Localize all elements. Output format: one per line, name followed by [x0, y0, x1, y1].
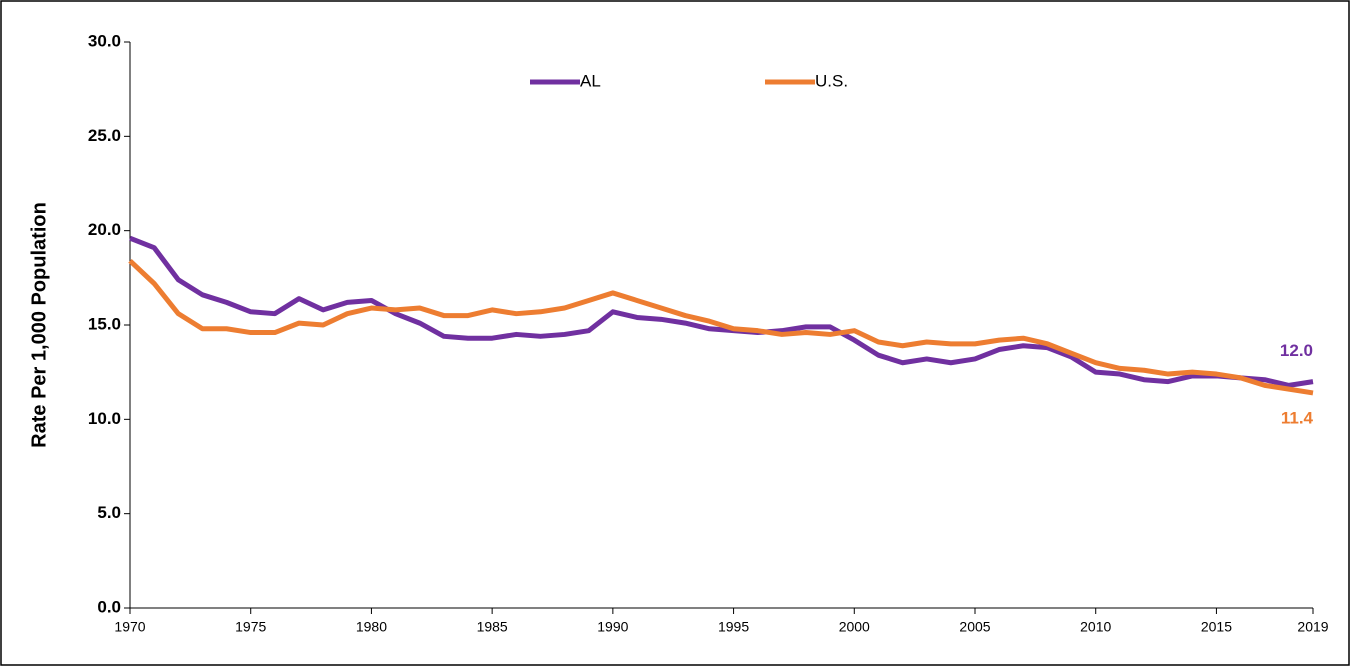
y-tick-label: 5.0: [97, 503, 121, 522]
y-tick-label: 10.0: [88, 409, 121, 428]
x-tick-label: 1990: [597, 619, 628, 635]
x-tick-label: 2000: [839, 619, 870, 635]
y-tick-label: 20.0: [88, 220, 121, 239]
series-line: [128, 259, 1314, 396]
y-tick-label: 25.0: [88, 126, 121, 145]
x-tick-label: 1970: [114, 619, 145, 635]
x-tick-label: 2005: [959, 619, 990, 635]
x-tick-label: 2015: [1201, 619, 1232, 635]
x-tick-label: 1985: [477, 619, 508, 635]
y-axis-title: Rate Per 1,000 Population: [28, 202, 50, 448]
x-tick-label: 1995: [718, 619, 749, 635]
y-tick-label: 0.0: [97, 597, 121, 616]
end-label: 12.0: [1280, 341, 1313, 360]
series-line: [129, 235, 1314, 388]
x-tick-label: 1980: [356, 619, 387, 635]
y-tick-label: 15.0: [88, 314, 121, 333]
legend-label: AL: [580, 71, 601, 90]
y-tick-label: 30.0: [88, 31, 121, 50]
x-tick-label: 2019: [1297, 619, 1328, 635]
x-tick-label: 2010: [1080, 619, 1111, 635]
end-label: 11.4: [1281, 408, 1314, 427]
legend-label: U.S.: [815, 71, 848, 90]
x-tick-label: 1975: [235, 619, 266, 635]
